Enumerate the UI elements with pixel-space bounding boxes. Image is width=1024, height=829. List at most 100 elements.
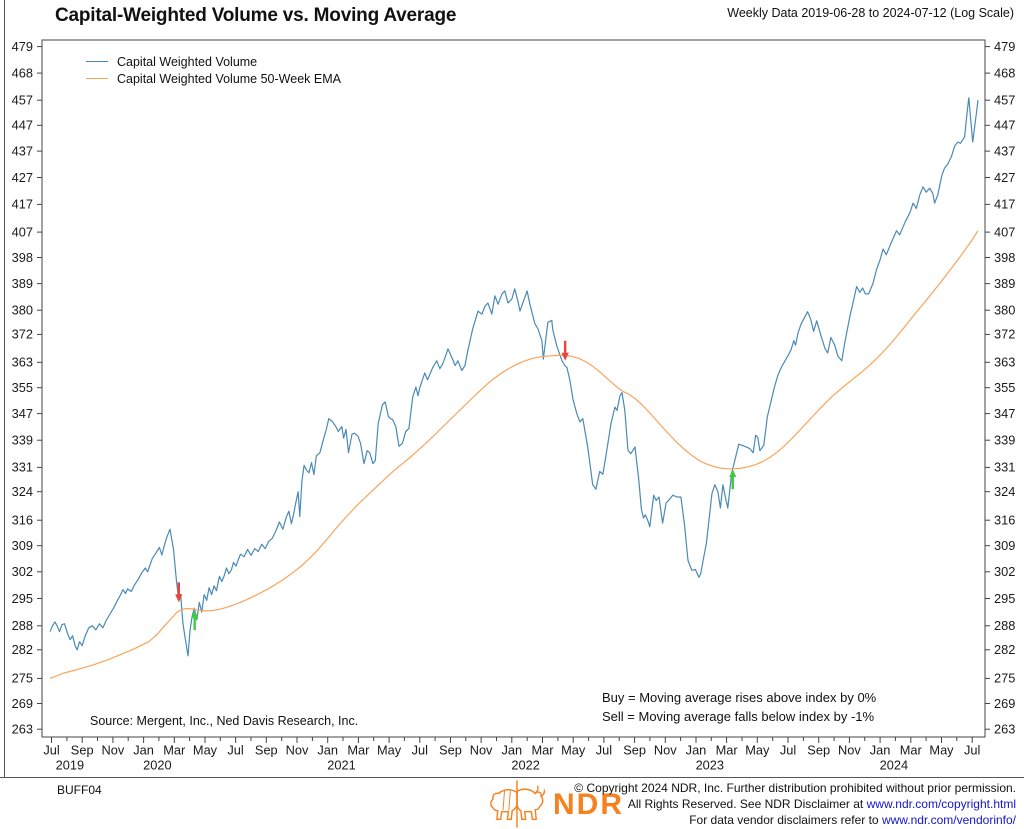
y-tick-label-left: 363 bbox=[12, 355, 33, 370]
y-tick-label-right: 347 bbox=[994, 406, 1015, 421]
x-month-label: Mar bbox=[531, 743, 554, 758]
index-line-series bbox=[49, 97, 979, 657]
x-month-label: Jan bbox=[133, 743, 154, 758]
x-month-label: Mar bbox=[163, 743, 186, 758]
y-tick-label-left: 468 bbox=[12, 65, 33, 80]
sell-rule-label: Sell = Moving average falls below index … bbox=[602, 709, 875, 724]
y-tick-label-left: 331 bbox=[12, 460, 33, 475]
y-tick-label-right: 437 bbox=[994, 143, 1015, 158]
y-tick-label-right: 355 bbox=[994, 380, 1015, 395]
y-tick-label-right: 457 bbox=[994, 93, 1015, 108]
copyright-line3-text: For data vendor disclaimers refer to bbox=[689, 813, 882, 827]
copyright-line1: © Copyright 2024 NDR, Inc. Further distr… bbox=[574, 781, 1016, 795]
y-tick-label-right: 468 bbox=[994, 65, 1015, 80]
y-tick-label-right: 295 bbox=[994, 591, 1015, 606]
x-month-label: Jul bbox=[964, 743, 980, 758]
x-month-label: May bbox=[377, 743, 402, 758]
y-tick-label-right: 427 bbox=[994, 170, 1015, 185]
x-month-label: Sep bbox=[623, 743, 646, 758]
source-note: Source: Mergent, Inc., Ned Davis Researc… bbox=[90, 714, 359, 728]
x-month-label: Jul bbox=[43, 743, 59, 758]
y-tick-label-right: 309 bbox=[994, 538, 1015, 553]
y-tick-label-left: 355 bbox=[12, 380, 33, 395]
y-tick-label-right: 316 bbox=[994, 513, 1015, 528]
y-tick-label-right: 389 bbox=[994, 276, 1015, 291]
legend-item-index: Capital Weighted Volume bbox=[86, 53, 341, 70]
y-tick-label-left: 457 bbox=[12, 93, 33, 108]
x-month-label: Mar bbox=[716, 743, 739, 758]
y-tick-label-right: 282 bbox=[994, 642, 1015, 657]
y-tick-label-left: 389 bbox=[12, 276, 33, 291]
x-year-label: 2022 bbox=[511, 758, 539, 773]
x-year-label: 2019 bbox=[56, 758, 84, 773]
y-tick-label-right: 363 bbox=[994, 355, 1015, 370]
y-tick-label-left: 275 bbox=[12, 671, 33, 686]
y-tick-label-left: 380 bbox=[12, 303, 33, 318]
x-month-label: Jul bbox=[780, 743, 796, 758]
date-range-label: Weekly Data 2019-06-28 to 2024-07-12 (Lo… bbox=[727, 6, 1014, 20]
buy-signal-arrowhead-icon bbox=[191, 610, 199, 619]
sell-signal-arrowhead-icon bbox=[561, 352, 569, 361]
y-tick-label-left: 427 bbox=[12, 170, 33, 185]
x-month-label: Jul bbox=[412, 743, 428, 758]
x-month-label: Jan bbox=[870, 743, 891, 758]
y-tick-label-left: 269 bbox=[12, 696, 33, 711]
sell-signal-arrowhead-icon bbox=[175, 594, 183, 603]
y-tick-label-left: 316 bbox=[12, 513, 33, 528]
y-tick-label-left: 347 bbox=[12, 406, 33, 421]
y-tick-label-left: 302 bbox=[12, 564, 33, 579]
ema-line-series bbox=[49, 230, 979, 679]
copyright-line2: All Rights Reserved. See NDR Disclaimer … bbox=[574, 796, 1016, 812]
ema-line-swatch-icon bbox=[86, 78, 108, 79]
x-month-label: Nov bbox=[654, 743, 677, 758]
y-tick-label-right: 302 bbox=[994, 564, 1015, 579]
x-month-label: Jan bbox=[501, 743, 522, 758]
y-tick-label-left: 398 bbox=[12, 250, 33, 265]
signal-rules-note: Buy = Moving average rises above index b… bbox=[602, 688, 876, 726]
x-month-label: Nov bbox=[838, 743, 861, 758]
ndr-logo: NDR bbox=[487, 780, 624, 828]
buy-signal-arrowhead-icon bbox=[729, 469, 737, 478]
x-year-label: 2023 bbox=[696, 758, 724, 773]
x-month-label: Mar bbox=[900, 743, 923, 758]
x-month-label: Sep bbox=[439, 743, 462, 758]
y-tick-label-right: 407 bbox=[994, 224, 1015, 239]
x-month-label: Sep bbox=[71, 743, 94, 758]
x-year-label: 2024 bbox=[880, 758, 908, 773]
x-year-label: 2020 bbox=[143, 758, 171, 773]
y-tick-label-right: 398 bbox=[994, 250, 1015, 265]
copyright-block: © Copyright 2024 NDR, Inc. Further distr… bbox=[574, 780, 1016, 828]
x-month-label: May bbox=[561, 743, 586, 758]
page-left-border bbox=[4, 0, 5, 777]
y-tick-label-left: 288 bbox=[12, 618, 33, 633]
x-month-label: May bbox=[929, 743, 954, 758]
y-tick-label-left: 479 bbox=[12, 39, 33, 54]
ndr-logo-text: NDR bbox=[553, 788, 624, 821]
x-month-label: Mar bbox=[347, 743, 370, 758]
x-month-label: Jul bbox=[596, 743, 612, 758]
x-month-label: May bbox=[745, 743, 770, 758]
y-tick-label-left: 417 bbox=[12, 197, 33, 212]
y-tick-label-right: 324 bbox=[994, 484, 1015, 499]
y-tick-label-right: 269 bbox=[994, 696, 1015, 711]
x-year-label: 2021 bbox=[327, 758, 355, 773]
y-tick-label-left: 295 bbox=[12, 591, 33, 606]
ndr-vendorinfo-link[interactable]: www.ndr.com/vendorinfo/ bbox=[881, 813, 1016, 827]
y-tick-label-left: 437 bbox=[12, 143, 33, 158]
x-month-label: Nov bbox=[102, 743, 125, 758]
ndr-bear-bull-logo-icon bbox=[490, 780, 546, 828]
y-tick-label-left: 339 bbox=[12, 433, 33, 448]
x-month-label: Jan bbox=[317, 743, 338, 758]
y-tick-label-right: 417 bbox=[994, 197, 1015, 212]
y-tick-label-left: 282 bbox=[12, 642, 33, 657]
chart-id-label: BUFF04 bbox=[57, 783, 102, 797]
ndr-copyright-link[interactable]: www.ndr.com/copyright.html bbox=[866, 797, 1016, 811]
legend-item-ema: Capital Weighted Volume 50-Week EMA bbox=[86, 70, 341, 87]
x-month-label: Jul bbox=[227, 743, 243, 758]
buy-rule-label: Buy = Moving average rises above index b… bbox=[602, 690, 877, 705]
copyright-line2-text: All Rights Reserved. See NDR Disclaimer … bbox=[627, 797, 867, 811]
y-tick-label-right: 479 bbox=[994, 39, 1015, 54]
y-tick-label-right: 380 bbox=[994, 303, 1015, 318]
